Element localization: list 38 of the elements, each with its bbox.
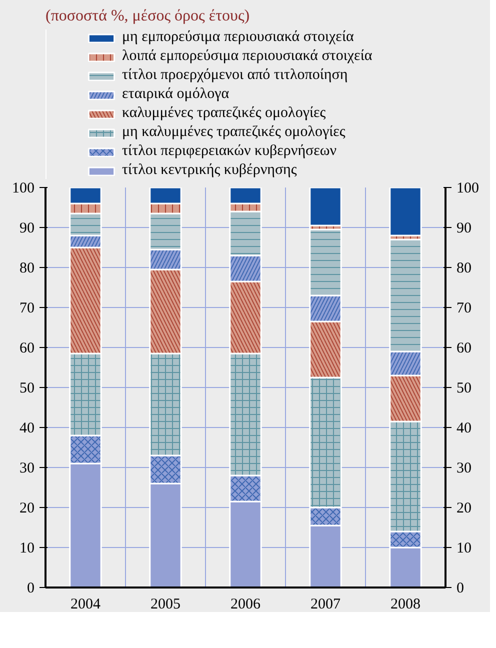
legend-label: μη καλυμμένες τραπεζικές ομολογίες (122, 124, 346, 141)
y-tick-label: 50 (20, 380, 34, 396)
y2-tick-label: 100 (456, 180, 479, 196)
y2-tick-label: 10 (456, 540, 472, 556)
chart-title: (ποσοστά %, μέσος όρος έτους) (46, 8, 250, 24)
y-tick-label: 0 (27, 580, 34, 596)
legend-label: λοιπά εμπορεύσιμα περιουσιακά στοιχεία (122, 48, 372, 65)
legend-label: τίτλοι προερχόμενοι από τιτλοποίηση (122, 67, 348, 84)
legend-label: τίτλοι κεντρικής κυβέρνησης (122, 162, 297, 179)
y-tick-label: 90 (20, 220, 34, 236)
y2-tick-label: 90 (456, 220, 472, 236)
y-tick-label: 60 (20, 340, 34, 356)
y-tick-label: 40 (20, 420, 34, 436)
y-tick-label: 70 (20, 300, 34, 316)
x-tick-label: 2008 (390, 596, 420, 612)
y2-tick-label: 30 (456, 460, 472, 476)
y2-tick-label: 60 (456, 340, 472, 356)
y2-tick-label: 50 (456, 380, 472, 396)
bar (309, 188, 342, 226)
legend-label: μη εμπορεύσιμα περιουσιακά στοιχεία (122, 29, 354, 46)
y2-tick-label: 20 (456, 500, 472, 516)
legend-label: εταιρικά ομόλογα (122, 86, 230, 103)
y-tick-label: 100 (12, 180, 34, 196)
y-tick-label: 10 (20, 540, 34, 556)
y2-tick-label: 40 (456, 420, 472, 436)
x-tick-label: 2007 (310, 596, 341, 612)
x-tick-label: 2005 (150, 596, 180, 612)
y-tick-label: 20 (20, 500, 34, 516)
y-tick-label: 30 (20, 460, 34, 476)
legend-label: τίτλοι περιφερειακών κυβερνήσεων (122, 143, 337, 160)
legend-label: καλυμμένες τραπεζικές ομολογίες (122, 105, 326, 122)
bar (389, 188, 422, 236)
y2-tick-label: 0 (456, 580, 464, 596)
x-tick-label: 2004 (70, 596, 101, 612)
y-tick-label: 80 (20, 260, 34, 276)
y2-tick-label: 80 (456, 260, 472, 276)
y2-tick-label: 70 (456, 300, 472, 316)
x-tick-label: 2006 (230, 596, 261, 612)
